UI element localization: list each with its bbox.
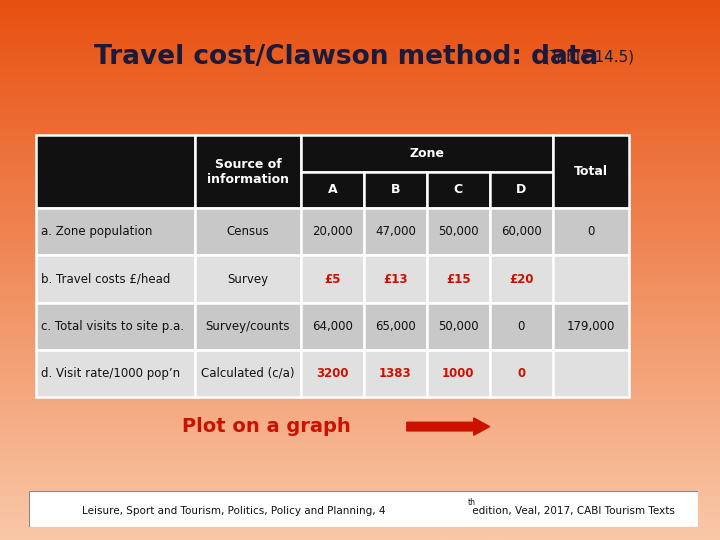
Text: £15: £15 xyxy=(446,273,471,286)
Bar xyxy=(195,255,301,302)
Bar xyxy=(427,302,490,350)
Text: (Table 14.5): (Table 14.5) xyxy=(544,49,634,64)
Bar xyxy=(36,350,195,397)
Text: Survey: Survey xyxy=(228,273,269,286)
Text: B: B xyxy=(391,184,400,197)
Text: 0: 0 xyxy=(587,225,595,238)
Bar xyxy=(195,350,301,397)
Text: d. Visit rate/1000 pop’n: d. Visit rate/1000 pop’n xyxy=(41,367,181,380)
Text: 50,000: 50,000 xyxy=(438,225,479,238)
Text: edition, Veal, 2017, CABI Tourism Texts: edition, Veal, 2017, CABI Tourism Texts xyxy=(469,505,675,516)
Bar xyxy=(301,135,553,172)
Text: Leisure, Sport and Tourism, Politics, Policy and Planning, 4: Leisure, Sport and Tourism, Politics, Po… xyxy=(82,505,386,516)
Text: Travel cost/Clawson method: data: Travel cost/Clawson method: data xyxy=(94,44,598,70)
Text: 179,000: 179,000 xyxy=(567,320,615,333)
Text: 0: 0 xyxy=(517,367,526,380)
Bar xyxy=(195,302,301,350)
Bar xyxy=(490,255,553,302)
Bar xyxy=(36,208,195,255)
Bar xyxy=(427,255,490,302)
Bar xyxy=(195,208,301,255)
Text: th: th xyxy=(467,498,475,507)
Text: A: A xyxy=(328,184,337,197)
Text: C: C xyxy=(454,184,463,197)
Text: Total: Total xyxy=(574,165,608,178)
Bar xyxy=(36,255,195,302)
Text: Census: Census xyxy=(227,225,269,238)
Text: Source of
information: Source of information xyxy=(207,158,289,186)
Bar xyxy=(364,350,427,397)
Bar xyxy=(364,302,427,350)
Bar xyxy=(490,172,553,208)
Text: Zone: Zone xyxy=(409,147,444,160)
Text: Survey/counts: Survey/counts xyxy=(206,320,290,333)
Text: a. Zone population: a. Zone population xyxy=(41,225,153,238)
Text: 50,000: 50,000 xyxy=(438,320,479,333)
Bar xyxy=(301,172,364,208)
Bar xyxy=(364,255,427,302)
Text: D: D xyxy=(516,184,526,197)
Bar xyxy=(36,302,195,350)
Text: 0: 0 xyxy=(518,320,525,333)
Text: Plot on a graph: Plot on a graph xyxy=(182,417,351,436)
Text: b. Travel costs £/head: b. Travel costs £/head xyxy=(41,273,171,286)
Text: c. Total visits to site p.a.: c. Total visits to site p.a. xyxy=(41,320,184,333)
Bar xyxy=(301,208,364,255)
Bar xyxy=(553,208,629,255)
Text: £20: £20 xyxy=(509,273,534,286)
Text: 1383: 1383 xyxy=(379,367,412,380)
Text: 47,000: 47,000 xyxy=(375,225,415,238)
Bar xyxy=(301,350,364,397)
Text: 60,000: 60,000 xyxy=(501,225,541,238)
Bar xyxy=(490,350,553,397)
Text: 1000: 1000 xyxy=(442,367,474,380)
Text: 64,000: 64,000 xyxy=(312,320,353,333)
FancyArrow shape xyxy=(407,418,490,435)
Bar xyxy=(195,135,301,208)
Bar xyxy=(364,208,427,255)
Bar xyxy=(36,135,195,208)
Text: Calculated (c/a): Calculated (c/a) xyxy=(201,367,294,380)
Bar xyxy=(427,350,490,397)
Bar xyxy=(364,172,427,208)
Bar xyxy=(553,302,629,350)
Bar xyxy=(301,302,364,350)
Bar xyxy=(490,302,553,350)
Bar xyxy=(553,255,629,302)
Bar xyxy=(553,350,629,397)
Text: £13: £13 xyxy=(383,273,408,286)
Text: 20,000: 20,000 xyxy=(312,225,353,238)
Bar xyxy=(301,255,364,302)
Bar xyxy=(427,208,490,255)
Text: £5: £5 xyxy=(324,273,341,286)
Bar xyxy=(427,172,490,208)
Bar xyxy=(553,135,629,208)
Text: 3200: 3200 xyxy=(316,367,348,380)
Bar xyxy=(490,208,553,255)
Text: 65,000: 65,000 xyxy=(375,320,415,333)
